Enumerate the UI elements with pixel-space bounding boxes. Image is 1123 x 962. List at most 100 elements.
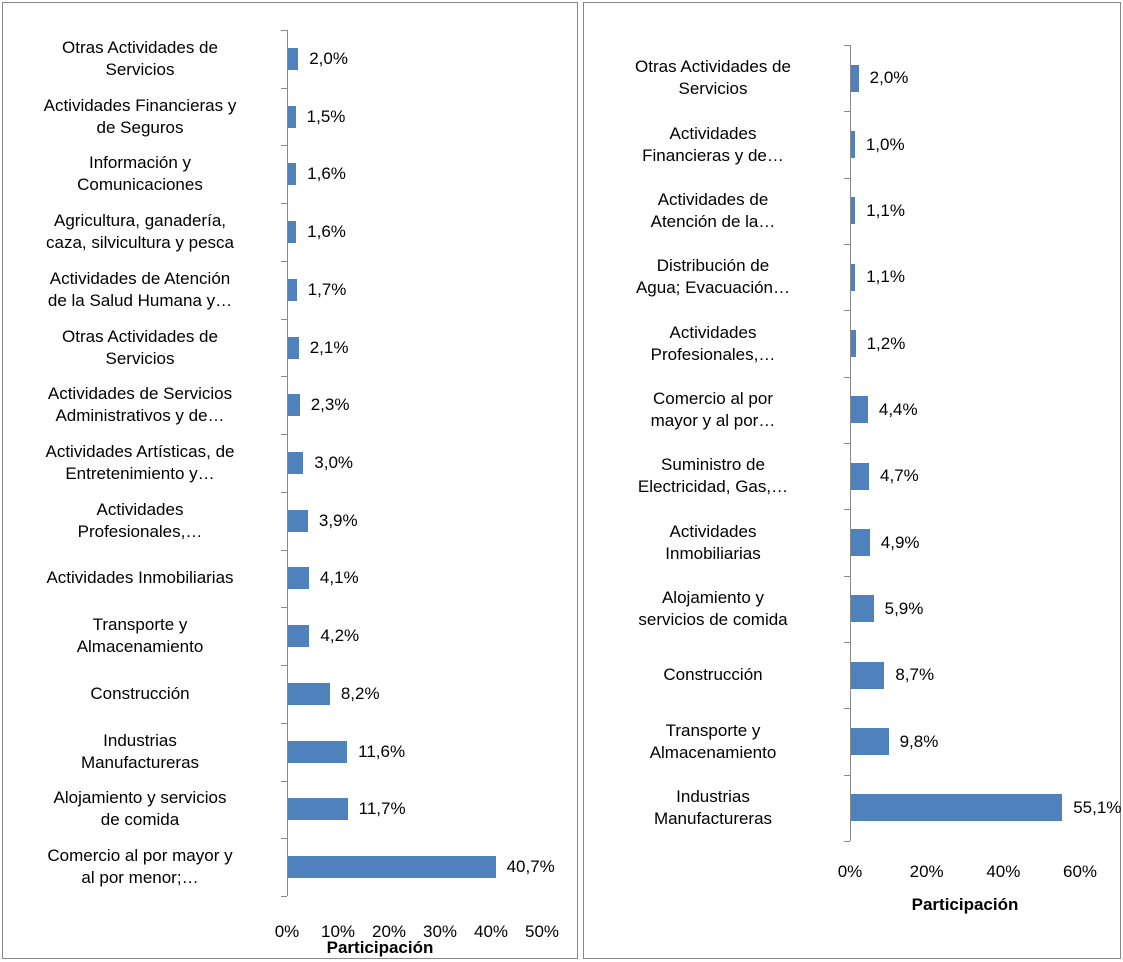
value-label: 2,0% [309,48,348,68]
category-label: Alojamiento y servicios de comida [638,587,788,629]
bar [288,221,297,244]
x-tick-label: 60% [1062,862,1098,881]
category-label: Transporte y Almacenamiento [76,615,204,657]
bar [851,661,885,689]
axis-tick [844,774,850,776]
bar [288,625,310,648]
category-label: Alojamiento y servicios de comida [53,788,227,830]
category-label: Actividades Financieras y de Seguros [43,95,237,137]
bar [851,595,874,623]
value-label: 2,0% [869,68,909,88]
category-label: Actividades de Atención de la Salud Huma… [47,268,233,310]
axis-tick [281,665,287,667]
value-label: 1,6% [307,222,346,242]
x-tick-label: 10% [320,922,356,941]
value-label: 11,6% [358,741,406,761]
axis-tick [281,260,287,262]
bar [851,396,868,424]
y-axis [287,30,288,896]
axis-tick [281,318,287,320]
bar [851,794,1063,822]
category-label: Industrias Manufactureras [80,730,200,772]
axis-tick [281,896,287,897]
axis-tick [844,642,850,643]
axis-tick [281,722,287,724]
bar [851,263,856,291]
value-label: 1,5% [306,106,346,126]
category-label: Comercio al por mayor y al por… [650,388,776,430]
axis-tick [281,491,287,493]
bar [288,682,330,705]
x-tick-label: 20% [909,862,944,881]
axis-tick [844,708,850,710]
value-label: 1,0% [865,134,905,154]
axis-tick [281,434,287,436]
axis-tick [844,45,850,46]
category-label: Actividades de Atención de la… [650,189,776,231]
category-label: Otras Actividades de Servicios [62,37,218,79]
bar [288,336,299,359]
bar [288,163,297,186]
bar [288,452,304,474]
bar [288,798,348,821]
chart-frame [583,2,1121,959]
value-label: 11,7% [358,799,406,819]
bar [288,278,297,301]
x-tick-label: 0% [274,922,300,941]
axis-tick [844,376,850,378]
axis-tick [281,30,287,31]
x-tick-label: 50% [524,922,560,941]
value-label: 4,4% [878,399,918,419]
value-label: 4,9% [880,532,920,552]
category-label: Otras Actividades de Servicios [62,326,218,368]
value-label: 40,7% [506,857,555,877]
bar [288,856,496,879]
axis-tick [281,203,287,205]
category-label: Construcción [663,665,763,685]
value-label: 9,8% [899,731,939,751]
axis-tick [844,841,850,842]
axis-tick [844,111,850,113]
bar [851,462,870,490]
value-label: 3,0% [314,453,354,472]
value-label: 1,6% [307,164,346,184]
value-label: 2,1% [309,337,349,357]
x-tick-label: 0% [837,862,863,881]
category-label: Otras Actividades de Servicios [635,57,791,99]
x-axis-title: Participación [911,895,1019,914]
category-label: Comercio al por mayor y al por menor;… [47,846,233,888]
x-tick-label: 40% [473,922,509,941]
value-label: 4,1% [319,568,359,588]
value-label: 5,9% [884,598,924,618]
bar [851,197,856,225]
axis-tick [844,244,850,245]
bar [851,529,870,556]
bar [288,105,296,128]
value-label: 1,1% [866,200,905,220]
value-label: 2,3% [310,395,350,415]
chart-frame [2,2,578,959]
bar [288,509,308,532]
value-label: 4,2% [320,626,360,646]
axis-tick [281,376,287,378]
axis-tick [281,145,287,147]
x-tick-label: 40% [986,862,1021,881]
category-label: Distribución de Agua; Evacuación… [635,256,791,298]
axis-tick [844,310,850,312]
value-label: 1,1% [866,267,905,287]
bar [288,740,348,763]
bar [288,47,299,70]
value-label: 8,7% [895,665,935,685]
axis-tick [281,607,287,609]
bar [851,64,859,92]
axis-tick [844,575,850,577]
value-label: 55,1% [1073,797,1122,817]
category-label: Actividades Profesionales,… [77,499,203,541]
axis-tick [281,549,287,551]
bar [851,728,889,755]
category-label: Actividades Inmobiliarias [665,521,761,563]
axis-tick [844,509,850,511]
category-label: Actividades de Servicios Administrativos… [47,384,233,426]
axis-tick [281,838,287,840]
